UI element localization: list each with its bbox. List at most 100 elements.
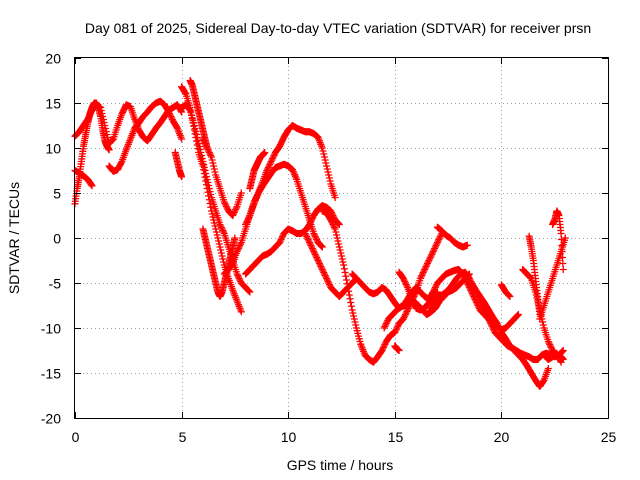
data-point <box>217 224 225 231</box>
data-series <box>497 281 514 300</box>
data-point <box>323 276 331 284</box>
y-tick-label: -5 <box>49 276 62 292</box>
data-point <box>278 234 286 242</box>
data-point <box>326 177 334 185</box>
data-point <box>391 329 399 336</box>
data-point <box>329 221 337 228</box>
data-point <box>244 215 252 222</box>
data-point <box>307 242 315 249</box>
data-point <box>87 181 95 189</box>
data-point <box>400 314 408 321</box>
data-point <box>216 221 224 228</box>
data-point <box>409 297 417 305</box>
data-point <box>547 344 555 351</box>
data-point <box>315 258 323 266</box>
data-point <box>278 138 286 146</box>
data-series <box>540 349 565 366</box>
data-point <box>561 234 569 242</box>
data-point <box>465 271 473 279</box>
data-point <box>232 206 240 213</box>
data-point <box>421 266 429 273</box>
data-series <box>423 270 473 318</box>
data-point <box>432 282 440 290</box>
data-point <box>234 246 242 254</box>
data-point <box>545 339 553 347</box>
data-point <box>420 267 428 275</box>
data-point <box>338 255 346 263</box>
data-point <box>559 266 567 273</box>
data-point <box>419 270 427 278</box>
data-point <box>205 185 213 192</box>
data-point <box>310 231 318 239</box>
data-point <box>559 347 567 354</box>
data-point <box>321 156 329 164</box>
data-point <box>424 258 432 266</box>
data-point <box>306 240 314 248</box>
x-tick-label: 10 <box>281 429 297 445</box>
data-point <box>201 167 209 174</box>
data-point <box>236 242 244 249</box>
data-point <box>392 326 400 333</box>
data-point <box>335 220 343 228</box>
data-point <box>310 230 318 237</box>
data-point <box>399 315 407 323</box>
data-point <box>325 174 333 182</box>
data-point <box>513 312 521 320</box>
data-point <box>212 228 220 236</box>
data-point <box>349 309 357 317</box>
data-point <box>381 341 389 348</box>
y-tick-label: 20 <box>45 51 61 67</box>
data-point <box>410 300 418 308</box>
data-point <box>244 216 252 224</box>
data-point <box>425 257 433 264</box>
data-point <box>324 278 332 285</box>
data-point <box>308 216 316 224</box>
data-point <box>347 299 355 306</box>
data-point <box>319 147 327 155</box>
data-point <box>219 255 227 263</box>
data-point <box>394 323 402 330</box>
data-point <box>317 263 325 270</box>
chart-title: Day 081 of 2025, Sidereal Day-to-day VTE… <box>85 20 591 36</box>
data-point <box>120 105 128 113</box>
data-point <box>217 222 225 230</box>
data-point <box>276 141 284 149</box>
data-point <box>173 123 181 131</box>
data-point <box>245 287 253 295</box>
data-point <box>402 309 410 317</box>
data-point <box>313 236 321 243</box>
data-point <box>310 249 318 257</box>
data-point <box>379 345 387 353</box>
data-point <box>166 111 174 119</box>
data-point <box>423 261 431 269</box>
data-point <box>207 153 215 161</box>
data-point <box>266 159 274 167</box>
data-series <box>246 149 269 192</box>
data-point <box>340 261 348 269</box>
data-point <box>328 218 336 225</box>
data-point <box>337 249 345 257</box>
data-point <box>320 153 328 161</box>
data-point <box>557 236 565 243</box>
data-point <box>399 275 407 282</box>
data-point <box>395 347 403 354</box>
data-point <box>181 89 189 97</box>
data-point <box>421 264 429 272</box>
data-point <box>215 240 223 248</box>
data-point <box>351 318 359 326</box>
data-point <box>266 161 274 168</box>
data-point <box>307 218 315 225</box>
data-point <box>321 272 329 279</box>
data-point <box>209 213 217 221</box>
data-point <box>333 231 341 239</box>
data-point <box>269 153 277 161</box>
data-point <box>200 161 208 168</box>
data-point <box>204 146 212 153</box>
data-point <box>193 131 201 138</box>
data-point <box>433 289 441 297</box>
data-point <box>436 234 444 242</box>
data-point <box>212 225 220 233</box>
data-point <box>168 114 176 122</box>
data-point <box>559 347 567 355</box>
data-point <box>317 242 325 249</box>
